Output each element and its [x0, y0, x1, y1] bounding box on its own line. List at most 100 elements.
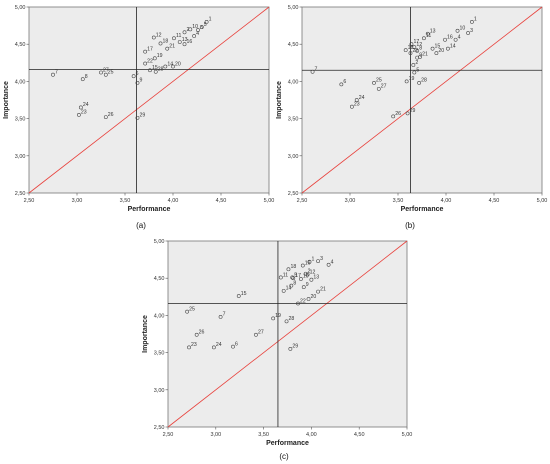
x-tick-label: 5,00 [264, 198, 275, 204]
data-point-label: 2 [415, 60, 418, 66]
data-point-label: 16 [187, 39, 193, 45]
data-point-label: 15 [435, 43, 441, 49]
x-tick-label: 4,50 [489, 198, 500, 204]
data-point-label: 22 [147, 58, 153, 64]
data-point-label: 11 [176, 33, 181, 39]
data-point [412, 45, 417, 50]
data-point [271, 316, 276, 321]
x-tick-label: 3,00 [72, 198, 83, 204]
x-tick-label: 2,50 [163, 432, 174, 438]
data-point [430, 46, 435, 51]
data-point [204, 19, 209, 24]
data-point-label: 18 [408, 45, 414, 51]
data-point [78, 105, 83, 110]
data-point [177, 40, 182, 44]
data-point [143, 49, 148, 54]
x-tick-label: 4,00 [168, 198, 179, 204]
data-point-label: 24 [83, 102, 89, 108]
data-point [151, 35, 156, 40]
data-point-label: 16 [447, 35, 453, 41]
data-point-label: 14 [286, 286, 292, 292]
data-point-label: 1 [474, 17, 477, 23]
x-axis-title: Performance [266, 440, 309, 447]
x-tick-label: 4,50 [216, 198, 227, 204]
data-point [163, 64, 168, 69]
y-axis-title: Importance [142, 315, 149, 353]
data-point [411, 63, 416, 67]
data-point-label: 26 [395, 111, 401, 117]
data-point-label: 12 [156, 32, 162, 38]
panel-caption: (a) [136, 221, 146, 230]
data-point [466, 31, 470, 35]
data-point [303, 271, 308, 276]
panel-caption: (b) [405, 221, 415, 230]
x-tick-label: 5,00 [402, 432, 413, 438]
data-point-label: 13 [182, 37, 188, 43]
diagonal-line [301, 6, 543, 194]
data-point-label: 23 [81, 110, 87, 116]
data-point-label: 5 [416, 67, 419, 73]
chart-panel-2: 2,50 3,00 3,50 4,00 4,50 5,00 2,50 3,00 3,50 4,00… [276, 5, 547, 230]
data-point [103, 115, 108, 120]
data-point [192, 34, 197, 38]
x-tick-label: 4,00 [441, 198, 452, 204]
data-point [284, 319, 289, 324]
data-point-label: 4 [458, 35, 461, 41]
data-point [103, 72, 108, 77]
data-point [418, 54, 422, 59]
data-point-label: 29 [139, 113, 145, 119]
data-point-label: 5 [204, 22, 207, 28]
data-point-label: 20 [311, 294, 317, 300]
data-point-label: 13 [430, 29, 436, 35]
data-point-label: 27 [258, 330, 264, 336]
data-point [425, 31, 430, 36]
chart-panel-3: 2,50 3,00 3,50 4,00 4,50 5,00 2,50 3,00 3,50 4,00… [142, 239, 412, 461]
data-point [434, 51, 439, 56]
data-point [188, 27, 193, 32]
data-point [376, 86, 381, 91]
data-point-label: 12 [416, 42, 422, 48]
data-point [309, 277, 314, 282]
y-tick-label: 2,50 [288, 191, 299, 197]
data-point-label: 15 [152, 65, 158, 71]
data-point-label: 8 [293, 280, 296, 286]
y-tick-label: 4,50 [15, 42, 26, 48]
data-point [143, 61, 148, 66]
y-tick-label: 4,00 [288, 79, 299, 85]
data-point [455, 28, 460, 33]
data-point [316, 259, 320, 263]
data-point-label: 21 [320, 286, 326, 292]
data-point [196, 28, 200, 32]
data-point [372, 80, 376, 85]
data-point-label: 6 [235, 341, 238, 347]
data-point-label: 4 [331, 260, 334, 266]
data-point-label: 27 [103, 67, 109, 73]
data-point [307, 259, 312, 264]
diagonal-line [28, 6, 270, 194]
data-point [391, 114, 396, 119]
data-point-label: 4 [196, 31, 199, 37]
data-point-label: 23 [354, 101, 360, 107]
data-point [254, 332, 258, 337]
data-point-label: 23 [191, 342, 197, 348]
data-point-label: 25 [108, 70, 114, 76]
x-tick-label: 3,00 [210, 432, 221, 438]
y-tick-label: 3,00 [154, 388, 165, 394]
data-point [182, 30, 187, 35]
data-point-label: 28 [158, 67, 164, 73]
data-point-label: 25 [189, 306, 195, 312]
data-point-label: 10 [460, 26, 466, 32]
data-point [77, 112, 81, 117]
data-point [135, 115, 140, 120]
x-tick-label: 4,00 [306, 432, 317, 438]
x-tick-label: 5,00 [537, 198, 548, 204]
data-point [415, 48, 420, 53]
y-tick-label: 3,00 [288, 154, 299, 160]
data-point-label: 16 [305, 260, 311, 266]
data-point [417, 80, 422, 85]
data-point-label: 20 [438, 48, 444, 54]
data-point-label: 29 [410, 108, 416, 114]
chart-panel-1: 2,50 3,00 3,50 4,00 4,50 5,00 2,50 3,00 3,50 4,00… [3, 5, 274, 230]
data-point [80, 77, 85, 82]
data-point [453, 37, 458, 42]
